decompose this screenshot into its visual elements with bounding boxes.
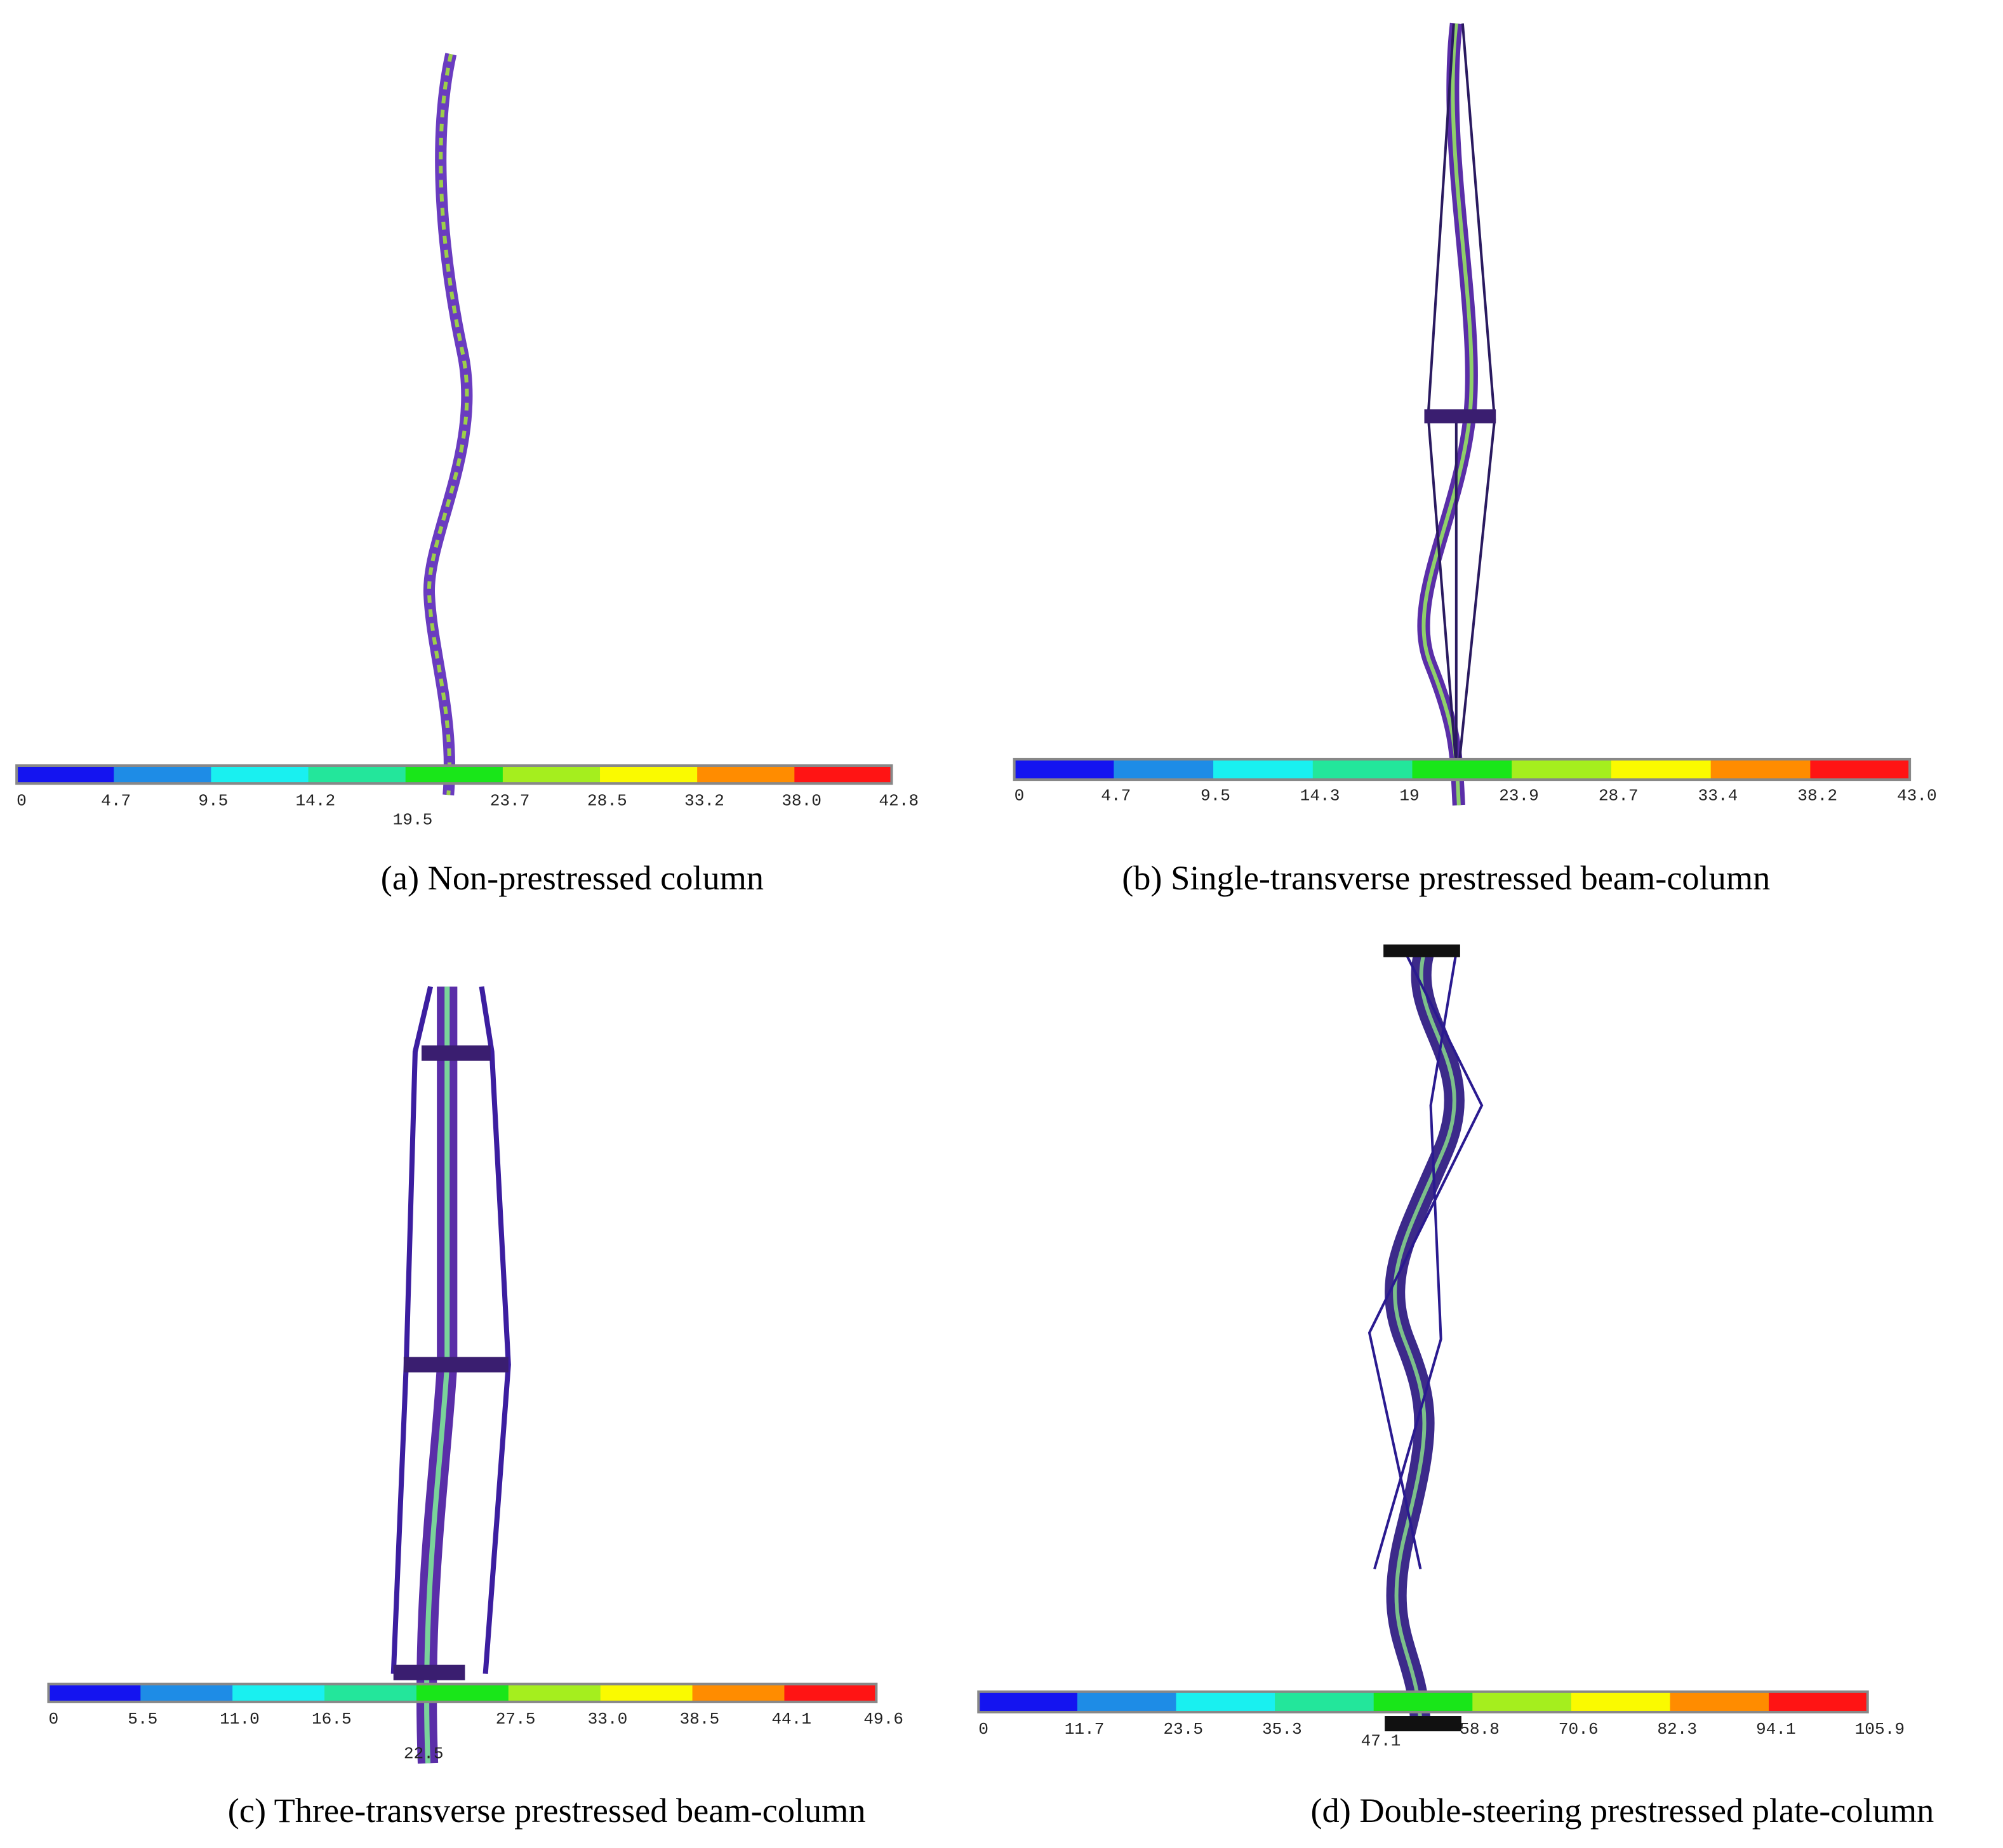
colorbar-frame: [1013, 757, 1912, 781]
colorbar-tick-label: 11.0: [220, 1710, 260, 1729]
colorbar-segment: [1611, 759, 1712, 780]
colorbar-tick-label: 42.8: [879, 791, 919, 810]
colorbar-tick-label: 14.3: [1300, 786, 1340, 805]
colorbar-tick-label: 0: [1015, 786, 1025, 805]
column-b: [1417, 22, 1496, 806]
colorbar-segment: [416, 1684, 509, 1702]
colorbar-tick-label: 27.5: [496, 1710, 536, 1729]
colorbar-tick-label: 105.9: [1855, 1720, 1905, 1739]
colorbar-tick-label: 14.2: [295, 791, 335, 810]
colorbar-segment: [1114, 759, 1214, 780]
colorbar-tick-label: 23.9: [1499, 786, 1539, 805]
colorbar: 0 4.7 9.5 14.3 19 23.9 28.7 33.4 38.2 43.0: [1013, 757, 1937, 805]
colorbar-tick-label: 38.0: [782, 791, 822, 810]
colorbar: 0 4.7 9.5 14.2 19.5 23.7 28.5 33.2 38.0 42.8: [15, 764, 919, 830]
colorbar-tick-label: 94.1: [1756, 1720, 1796, 1739]
colorbar-segment: [600, 765, 698, 784]
colorbar-tick-label: 33.4: [1698, 786, 1738, 805]
colorbar-segment: [1373, 1691, 1474, 1712]
colorbar-segment: [1213, 759, 1314, 780]
colorbar-tick-label: 28.7: [1599, 786, 1639, 805]
colorbar-tick-label: 70.6: [1559, 1720, 1599, 1739]
colorbar-segment: [1014, 759, 1115, 780]
colorbar-tick-label: 43.0: [1897, 786, 1937, 805]
caption: (b) Single-transverse prestressed beam-c…: [1122, 859, 1770, 897]
colorbar-segment: [1571, 1691, 1671, 1712]
colorbar-tick-label: 4.7: [1101, 786, 1131, 805]
colorbar-frame: [15, 764, 893, 785]
colorbar-tick-label: 9.5: [198, 791, 228, 810]
colorbar-segment: [1710, 759, 1811, 780]
colorbar-segment: [1077, 1691, 1177, 1712]
colorbar: 0 5.5 11.0 16.5 22.5 27.5 33.0 38.5 44.1 49.6: [47, 1682, 903, 1763]
colorbar-tick-label: 19: [1399, 786, 1419, 805]
colorbar-tick-label: 33.2: [684, 791, 724, 810]
colorbar-segment: [1275, 1691, 1374, 1712]
colorbar-tick-label: 0: [17, 791, 27, 810]
colorbar-tick-label: 47.1: [1361, 1731, 1401, 1750]
column-a: [423, 53, 473, 796]
colorbar-segment: [211, 765, 309, 784]
colorbar-segment: [232, 1684, 326, 1702]
colorbar-tick-label: 33.0: [588, 1710, 628, 1729]
column-c: [390, 986, 511, 1764]
caption: (a) Non-prestressed column: [381, 859, 764, 897]
colorbar-segment: [405, 765, 503, 784]
colorbar-segment: [502, 765, 601, 784]
colorbar-segment: [1176, 1691, 1276, 1712]
colorbar-segment: [308, 765, 406, 784]
colorbar-tick-label: 38.2: [1797, 786, 1837, 805]
caption: (c) Three-transverse prestressed beam-co…: [228, 1791, 866, 1830]
colorbar: 0 11.7 23.5 35.3 47.1 58.8 70.6 82.3 94.1 105.9: [977, 1690, 1905, 1750]
colorbar-segment: [324, 1684, 417, 1702]
colorbar-tick-label: 35.3: [1262, 1720, 1302, 1739]
colorbar-segment: [794, 765, 893, 784]
colorbar-segment: [1512, 759, 1612, 780]
colorbar-tick-label: 4.7: [101, 791, 131, 810]
colorbar-segment: [1810, 759, 1911, 780]
colorbar-frame: [977, 1690, 1869, 1713]
colorbar-segment: [508, 1684, 601, 1702]
colorbar-segment: [140, 1684, 234, 1702]
colorbar-tick-label: 23.5: [1163, 1720, 1203, 1739]
colorbar-segment: [48, 1684, 142, 1702]
colorbar-tick-label: 44.1: [771, 1710, 811, 1729]
colorbar-tick-label: 58.8: [1460, 1720, 1500, 1739]
colorbar-segment: [697, 765, 795, 784]
colorbar-tick-label: 19.5: [393, 811, 433, 830]
colorbar-frame: [47, 1682, 878, 1703]
colorbar-tick-label: 11.7: [1065, 1720, 1105, 1739]
colorbar-tick-label: 5.5: [128, 1710, 157, 1729]
colorbar-segment: [978, 1691, 1078, 1712]
colorbar-segment: [600, 1684, 693, 1702]
colorbar-segment: [692, 1684, 785, 1702]
colorbar-tick-label: 16.5: [312, 1710, 352, 1729]
colorbar-segment: [1670, 1691, 1770, 1712]
colorbar-segment: [1312, 759, 1413, 780]
colorbar-segment: [784, 1684, 877, 1702]
colorbar-segment: [1472, 1691, 1572, 1712]
colorbar-tick-label: 22.5: [404, 1744, 444, 1763]
colorbar-segment: [17, 765, 115, 784]
colorbar-segment: [1769, 1691, 1868, 1712]
colorbar-segment: [1412, 759, 1513, 780]
colorbar-tick-label: 28.5: [587, 791, 627, 810]
colorbar-tick-label: 9.5: [1201, 786, 1230, 805]
colorbar-tick-label: 38.5: [679, 1710, 719, 1729]
colorbar-tick-label: 0: [48, 1710, 58, 1729]
colorbar-tick-label: 23.7: [490, 791, 530, 810]
column-d: [1367, 944, 1484, 1732]
colorbar-segment: [114, 765, 212, 784]
colorbar-tick-label: 49.6: [863, 1710, 903, 1729]
colorbar-tick-label: 82.3: [1657, 1720, 1697, 1739]
caption: (d) Double-steering prestressed plate-co…: [1310, 1791, 1934, 1830]
colorbar-tick-label: 0: [978, 1720, 988, 1739]
